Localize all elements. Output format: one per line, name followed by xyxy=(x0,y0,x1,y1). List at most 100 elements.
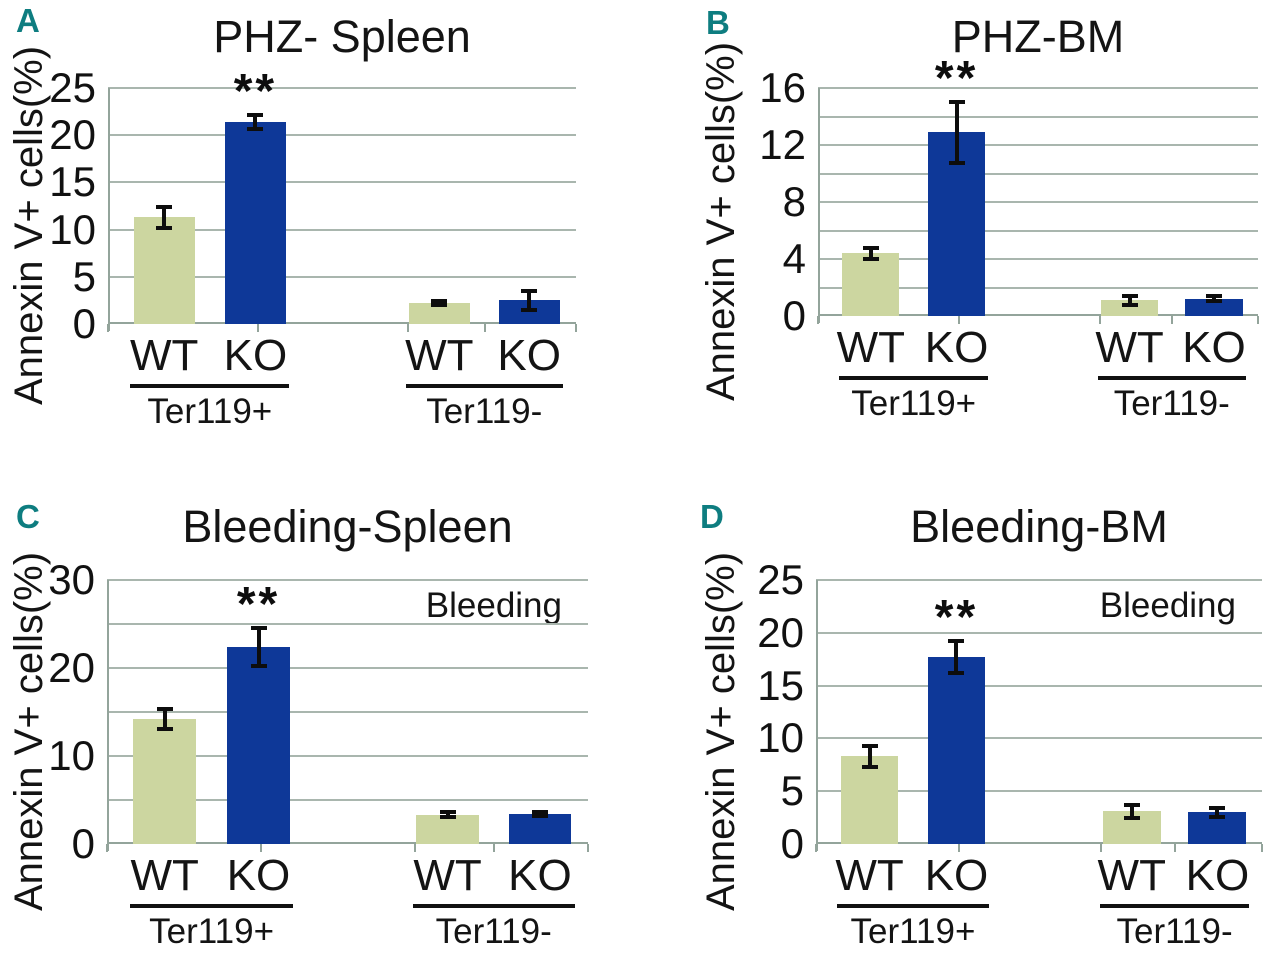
error-bar-cap xyxy=(156,707,173,712)
error-bar-cap xyxy=(156,225,173,230)
y-tick-label: 10 xyxy=(48,732,95,779)
error-bar xyxy=(954,640,959,674)
y-axis-line xyxy=(816,580,818,851)
bar-label: WT xyxy=(130,851,199,900)
gridline xyxy=(107,623,588,625)
gridline xyxy=(816,579,1262,581)
bar-ko xyxy=(227,646,290,844)
gridline xyxy=(818,115,1258,118)
y-tick-label: 20 xyxy=(49,111,96,159)
gridline xyxy=(107,711,588,713)
error-bar-cap xyxy=(250,625,267,630)
panel-title-a: PHZ- Spleen xyxy=(213,11,471,62)
group-label: Ter119- xyxy=(426,392,543,431)
bar-wt xyxy=(133,217,195,324)
error-bar xyxy=(1212,295,1216,303)
y-tick-label: 5 xyxy=(780,767,804,815)
panel-d: D Bleeding-BM Annexin V+ cells(%) Bleedi… xyxy=(640,480,1280,967)
bar-ko xyxy=(927,657,986,844)
y-axis-line xyxy=(107,580,109,851)
bar-wt xyxy=(408,303,470,324)
x-axis-line xyxy=(818,314,1258,316)
x-axis-tick xyxy=(957,316,960,324)
bar-label: WT xyxy=(835,851,904,900)
group-underline xyxy=(130,384,290,388)
x-axis-tick xyxy=(1257,316,1259,324)
gridline xyxy=(818,286,1258,289)
significance-marker: ** xyxy=(233,65,278,119)
x-axis-line xyxy=(107,842,588,844)
bar-label: KO xyxy=(497,331,561,380)
error-bar xyxy=(445,811,450,819)
panel-title-d: Bleeding-BM xyxy=(910,501,1168,552)
group-label: Ter119+ xyxy=(851,384,977,423)
y-tick-label: 4 xyxy=(782,235,806,282)
bar-label: WT xyxy=(405,331,474,380)
y-tick-label: 20 xyxy=(48,644,95,691)
error-bar-cap xyxy=(156,205,173,209)
x-axis-line xyxy=(816,842,1262,844)
y-tick-label: 10 xyxy=(49,205,96,253)
error-bar-cap xyxy=(1121,303,1138,308)
plot-area-a: WT ** KO WT KO Ter119+ Ter119- xyxy=(107,68,577,429)
error-bar-cap xyxy=(1123,815,1140,820)
group-underline xyxy=(837,904,989,908)
error-bar-cap xyxy=(250,664,267,669)
y-tick-label: 0 xyxy=(780,820,804,867)
x-axis-tick xyxy=(1261,844,1263,852)
y-tick-label: 30 xyxy=(48,556,95,603)
gridline xyxy=(818,201,1258,203)
y-tick-label: 12 xyxy=(759,121,806,168)
error-bar xyxy=(253,114,258,130)
significance-marker: ** xyxy=(934,51,979,105)
group-label: Ter119+ xyxy=(149,912,275,951)
x-axis-tick xyxy=(1171,316,1174,324)
group-underline xyxy=(839,376,989,380)
gridline xyxy=(107,755,588,757)
x-axis-tick xyxy=(413,844,416,852)
error-bar xyxy=(256,626,261,668)
bar-ko xyxy=(508,814,572,844)
y-tick-label: 15 xyxy=(49,158,96,206)
bar-label: WT xyxy=(413,851,482,900)
bar-ko xyxy=(225,121,286,324)
bar-label: KO xyxy=(924,851,989,900)
error-bar-cap xyxy=(948,670,965,675)
error-bar xyxy=(868,246,873,260)
error-bar-cap xyxy=(1206,294,1222,299)
panel-letter-b: B xyxy=(706,4,730,41)
x-axis-tick xyxy=(406,324,409,332)
error-bar xyxy=(162,206,167,229)
error-bar-cap xyxy=(431,303,448,308)
bar-label: WT xyxy=(1095,323,1164,372)
group-underline xyxy=(1097,376,1246,380)
error-bar-cap xyxy=(439,810,456,815)
error-bar-cap xyxy=(1209,806,1226,811)
x-axis-tick xyxy=(817,316,819,324)
error-bar-cap xyxy=(247,113,264,118)
error-bar xyxy=(527,290,532,311)
gridline xyxy=(818,172,1258,175)
y-tick-label: 0 xyxy=(71,820,95,867)
panel-letter-c: C xyxy=(16,498,40,535)
plot-area-b: WT ** KO WT KO Ter119+ Ter119- xyxy=(817,54,1259,421)
bar-wt xyxy=(842,253,900,316)
bar-label: WT xyxy=(836,323,905,372)
gridline xyxy=(816,684,1262,687)
bar-label: WT xyxy=(1097,851,1166,900)
y-axis-line xyxy=(108,88,110,331)
gridline xyxy=(818,229,1258,232)
group-label: Ter119+ xyxy=(850,912,976,951)
bar-ko xyxy=(498,300,560,324)
gridline xyxy=(107,579,588,581)
plot-area-d: WT ** KO WT KO Ter119+ Ter119- xyxy=(815,579,1263,949)
group-label: Ter119- xyxy=(1113,384,1230,423)
panel-title-c: Bleeding-Spleen xyxy=(182,501,513,552)
panel-c: C Bleeding-Spleen Annexin V+ cells(%) Bl… xyxy=(0,480,640,967)
error-bar xyxy=(537,811,542,818)
annotation-c: Bleeding xyxy=(425,586,562,625)
group-underline xyxy=(405,384,563,388)
error-bar-cap xyxy=(948,160,965,165)
y-tick-label: 20 xyxy=(757,608,804,656)
gridline xyxy=(818,258,1258,260)
